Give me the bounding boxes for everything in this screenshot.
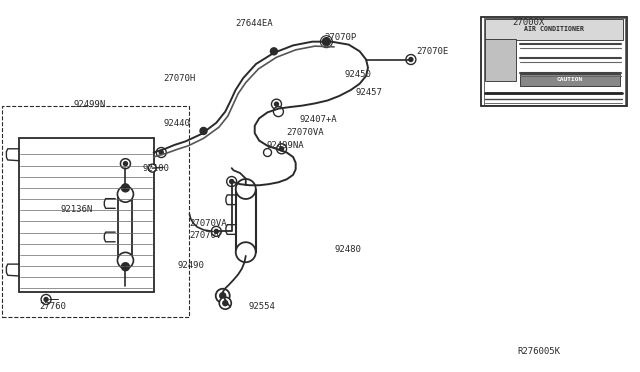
Circle shape bbox=[271, 48, 277, 55]
Circle shape bbox=[200, 128, 207, 134]
Circle shape bbox=[118, 186, 134, 202]
Bar bbox=[485, 19, 623, 40]
Circle shape bbox=[124, 162, 127, 166]
Bar bbox=[481, 17, 627, 106]
Text: CAUTION: CAUTION bbox=[556, 77, 583, 82]
Text: 92100: 92100 bbox=[142, 164, 169, 173]
Circle shape bbox=[264, 148, 271, 157]
Circle shape bbox=[41, 295, 51, 304]
Bar bbox=[520, 74, 620, 86]
Circle shape bbox=[122, 263, 129, 271]
Circle shape bbox=[44, 298, 48, 301]
Circle shape bbox=[236, 242, 256, 262]
Circle shape bbox=[211, 227, 221, 236]
Text: 92440: 92440 bbox=[163, 119, 190, 128]
Text: 92136N: 92136N bbox=[60, 205, 92, 214]
Text: 27070H: 27070H bbox=[163, 74, 195, 83]
Circle shape bbox=[273, 107, 284, 116]
Text: 27070P: 27070P bbox=[324, 33, 356, 42]
Circle shape bbox=[214, 230, 218, 233]
Circle shape bbox=[280, 147, 284, 151]
Circle shape bbox=[323, 38, 330, 46]
Bar bbox=[236, 190, 256, 252]
Text: 92499N: 92499N bbox=[74, 100, 106, 109]
Text: 27070VA: 27070VA bbox=[287, 128, 324, 137]
Circle shape bbox=[236, 179, 256, 199]
Text: 92480: 92480 bbox=[334, 246, 361, 254]
Circle shape bbox=[156, 148, 166, 157]
Text: 27070VA: 27070VA bbox=[189, 219, 227, 228]
Circle shape bbox=[216, 289, 230, 303]
Circle shape bbox=[220, 297, 231, 309]
Text: 92457: 92457 bbox=[355, 88, 382, 97]
Bar bbox=[118, 195, 132, 260]
Circle shape bbox=[271, 99, 282, 109]
Circle shape bbox=[122, 184, 129, 192]
Bar bbox=[484, 18, 625, 105]
Text: R276005K: R276005K bbox=[517, 347, 560, 356]
Bar bbox=[2, 106, 189, 317]
Text: 92554: 92554 bbox=[248, 302, 275, 311]
Circle shape bbox=[220, 293, 226, 299]
Text: 92499NA: 92499NA bbox=[266, 141, 304, 150]
Text: 27070V: 27070V bbox=[189, 231, 221, 240]
Bar bbox=[19, 138, 154, 292]
Circle shape bbox=[120, 159, 131, 169]
Circle shape bbox=[275, 102, 278, 106]
Circle shape bbox=[230, 180, 234, 183]
Text: 92450: 92450 bbox=[344, 70, 371, 79]
Circle shape bbox=[223, 301, 228, 306]
Text: 27000X: 27000X bbox=[512, 18, 544, 27]
Circle shape bbox=[227, 177, 237, 186]
Circle shape bbox=[409, 58, 413, 61]
Circle shape bbox=[118, 252, 134, 269]
Text: 27070E: 27070E bbox=[416, 47, 448, 56]
Text: 27644EA: 27644EA bbox=[236, 19, 273, 28]
Text: 27760: 27760 bbox=[40, 302, 67, 311]
Text: AIR CONDITIONER: AIR CONDITIONER bbox=[524, 26, 584, 32]
Circle shape bbox=[148, 164, 156, 172]
Circle shape bbox=[276, 144, 287, 154]
Text: 92490: 92490 bbox=[178, 262, 205, 270]
Text: 92407+A: 92407+A bbox=[300, 115, 337, 124]
Bar bbox=[485, 39, 516, 81]
Circle shape bbox=[406, 55, 416, 64]
Circle shape bbox=[159, 151, 163, 154]
